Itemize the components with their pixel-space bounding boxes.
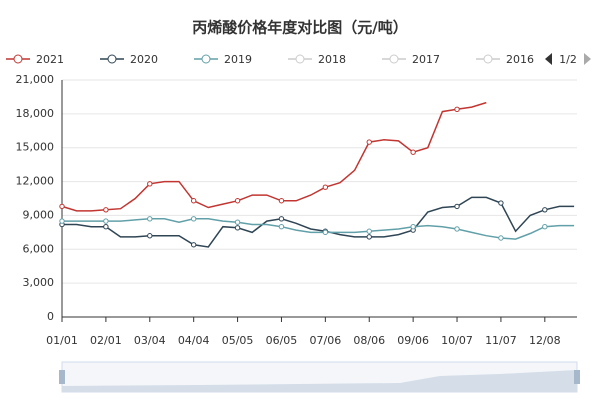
point [278,198,285,204]
x-tick-label: 05/05 [222,334,254,347]
point [322,184,329,190]
point [147,233,153,239]
point [410,149,416,155]
zoom-preview [62,370,577,392]
x-tick-label: 10/07 [441,334,473,347]
x-tick-label: 08/06 [353,334,385,347]
y-tick-label: 0 [47,310,54,323]
legend-marker [295,54,305,64]
legend-label[interactable]: 2018 [318,53,346,66]
legend-marker [389,54,399,64]
point [190,198,197,204]
point [234,225,241,231]
x-tick-label: 11/07 [485,334,517,347]
point [366,228,372,234]
zoom-handle[interactable] [59,370,65,384]
y-tick-label: 3,000 [23,276,55,289]
y-tick-label: 9,000 [23,208,55,221]
point [59,218,65,224]
point [278,216,285,222]
point [542,224,548,230]
point [234,198,241,204]
point [59,203,65,210]
point [190,242,197,248]
point [190,216,197,222]
x-tick-label: 07/06 [310,334,342,347]
y-tick-label: 12,000 [16,175,55,188]
chart-title: 丙烯酸价格年度对比图（元/吨） [192,19,407,37]
pager-label: 1/2 [559,53,577,66]
y-tick-label: 15,000 [16,141,55,154]
x-tick-label: 06/05 [266,334,298,347]
data-zoom[interactable] [59,361,580,393]
pager-next[interactable] [584,53,591,65]
point [454,106,460,113]
point [498,235,504,241]
legend-marker [13,54,23,64]
point [542,207,548,213]
point [498,200,504,206]
legend-marker [107,54,117,64]
point [278,224,285,230]
x-tick-label: 01/01 [46,334,78,347]
point [366,139,372,145]
point [234,219,241,225]
point [454,226,460,232]
x-tick-label: 12/08 [529,334,561,347]
zoom-handle[interactable] [574,370,580,384]
legend-label[interactable]: 2017 [412,53,440,66]
legend-label[interactable]: 2019 [224,53,252,66]
pager-prev[interactable] [545,53,552,65]
legend-label[interactable]: 2016 [506,53,534,66]
x-tick-label: 03/04 [134,334,166,347]
point [366,234,372,240]
series-line [61,101,487,212]
y-tick-label: 18,000 [16,107,55,120]
series-line [62,196,575,248]
legend-marker [483,54,493,64]
point [147,181,153,187]
x-tick-label: 02/01 [90,334,122,347]
y-tick-label: 21,000 [16,73,55,86]
legend-label[interactable]: 2020 [130,53,158,66]
point [410,224,416,230]
point [147,216,153,222]
x-tick-label: 04/04 [178,334,210,347]
legend-label[interactable]: 2021 [36,53,64,66]
point [103,207,109,213]
point [103,218,109,224]
point [454,203,460,210]
y-tick-label: 6,000 [23,242,55,255]
x-tick-label: 09/06 [397,334,429,347]
point [322,229,329,236]
point [103,224,109,230]
legend-marker [201,54,211,64]
